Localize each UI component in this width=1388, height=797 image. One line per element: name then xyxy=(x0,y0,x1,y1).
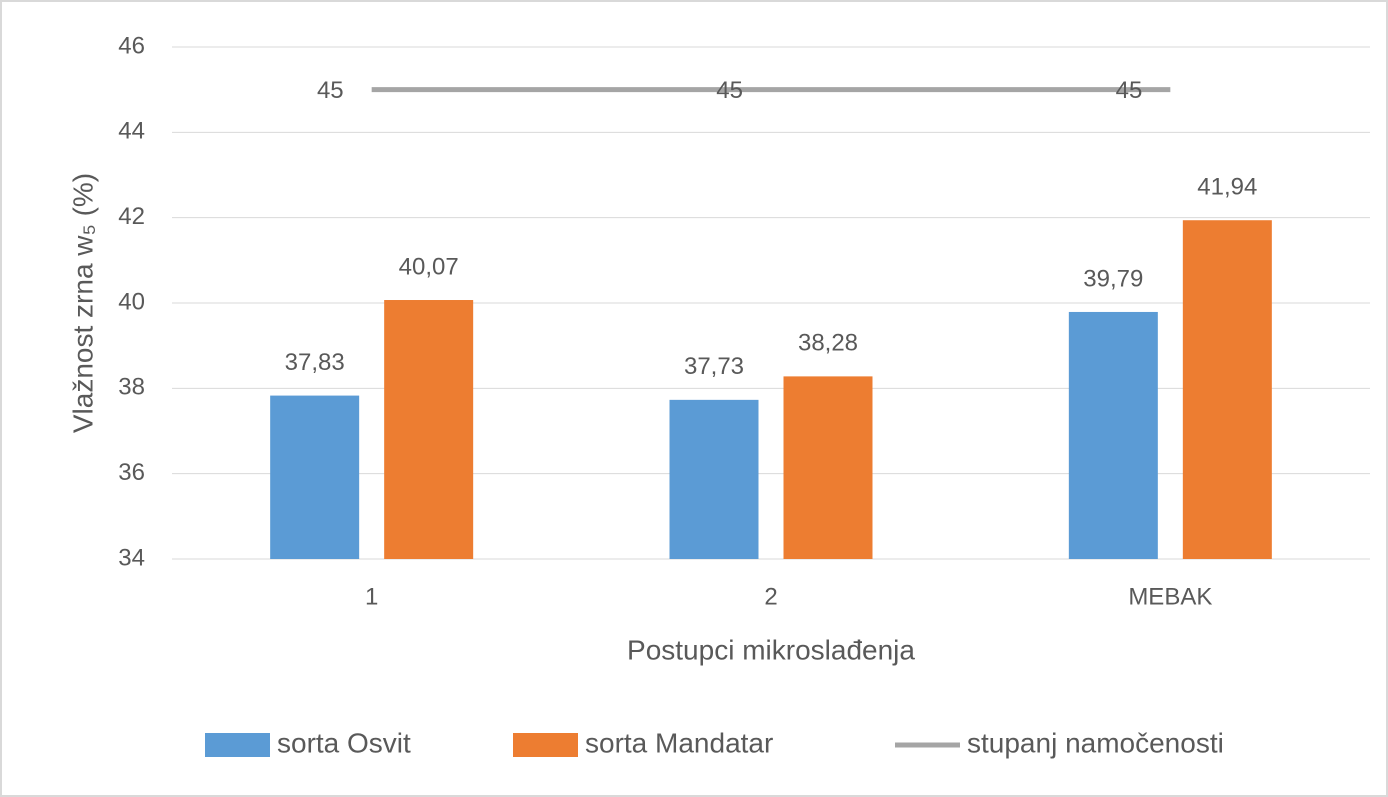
data-label: 45 xyxy=(317,77,344,104)
y-axis-label: Vlažnost zrna w₅ (%) xyxy=(67,173,98,433)
x-tick-label: 2 xyxy=(764,583,777,610)
bar xyxy=(270,395,360,559)
legend-label: sorta Osvit xyxy=(277,727,411,758)
data-label: 39,79 xyxy=(1083,265,1143,292)
bar xyxy=(1068,311,1158,559)
data-label: 38,28 xyxy=(798,330,858,357)
y-tick-label: 34 xyxy=(118,544,145,571)
bar xyxy=(783,376,873,559)
data-label: 40,07 xyxy=(399,253,459,280)
y-tick-label: 36 xyxy=(118,459,145,486)
legend-label: stupanj namočenosti xyxy=(967,727,1224,758)
y-tick-label: 42 xyxy=(118,203,145,230)
y-tick-label: 40 xyxy=(118,288,145,315)
legend-label: sorta Mandatar xyxy=(585,727,773,758)
legend-swatch xyxy=(513,733,578,757)
data-label: 37,83 xyxy=(285,349,345,376)
bar xyxy=(669,399,759,559)
x-axis-label: Postupci mikroslađenja xyxy=(627,634,915,665)
y-tick-label: 44 xyxy=(118,118,145,145)
y-tick-label: 46 xyxy=(118,32,145,59)
data-label: 45 xyxy=(716,77,743,104)
legend-swatch xyxy=(205,733,270,757)
data-label: 45 xyxy=(1116,77,1143,104)
bar xyxy=(1182,220,1272,559)
x-tick-label: 1 xyxy=(365,583,378,610)
bar xyxy=(384,300,474,559)
x-tick-label: MEBAK xyxy=(1128,583,1212,610)
y-tick-label: 38 xyxy=(118,374,145,401)
data-label: 41,94 xyxy=(1197,174,1257,201)
data-label: 37,73 xyxy=(684,353,744,380)
